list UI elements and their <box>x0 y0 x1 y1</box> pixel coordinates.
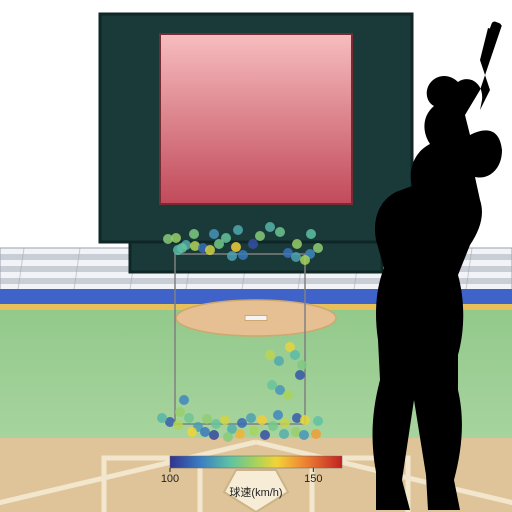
pitch-marker <box>290 350 300 360</box>
pitch-marker <box>300 255 310 265</box>
pitch-marker <box>279 429 289 439</box>
pitch-marker <box>283 390 293 400</box>
pitch-marker <box>257 415 267 425</box>
pitch-marker <box>299 430 309 440</box>
pitch-location-chart: 100 150 球速(km/h) <box>0 0 512 512</box>
pitch-marker <box>267 380 277 390</box>
pitch-marker <box>187 427 197 437</box>
pitch-marker <box>311 429 321 439</box>
colorbar-tick-label: 150 <box>304 473 322 485</box>
colorbar-tick-label: 100 <box>161 473 179 485</box>
pitch-marker <box>255 231 265 241</box>
pitch-marker <box>171 233 181 243</box>
pitch-marker <box>173 420 183 430</box>
pitch-marker <box>237 418 247 428</box>
pitch-marker <box>238 250 248 260</box>
pitch-marker <box>274 356 284 366</box>
pitch-marker <box>200 427 210 437</box>
pitch-marker <box>175 407 185 417</box>
pitch-marker <box>268 421 278 431</box>
pitch-marker <box>231 242 241 252</box>
pitch-marker <box>184 413 194 423</box>
pitch-marker <box>209 430 219 440</box>
colorbar-label: 球速(km/h) <box>229 485 282 499</box>
pitch-marker <box>265 222 275 232</box>
pitch-marker <box>313 243 323 253</box>
pitch-marker <box>209 229 219 239</box>
pitch-marker <box>179 395 189 405</box>
pitch-marker <box>235 429 245 439</box>
pitch-marker <box>313 416 323 426</box>
pitch-marker <box>291 252 301 262</box>
pitch-marker <box>173 245 183 255</box>
pitch-marker <box>265 350 275 360</box>
pitch-marker <box>221 233 231 243</box>
pitch-marker <box>227 251 237 261</box>
pitch-marker <box>260 430 270 440</box>
pitch-marker <box>189 229 199 239</box>
pitch-marker <box>300 415 310 425</box>
pitch-marker <box>292 239 302 249</box>
pitch-marker <box>295 370 305 380</box>
scoreboard-screen <box>160 34 352 204</box>
pitch-marker <box>306 229 316 239</box>
pitchers-mound <box>176 300 336 336</box>
pitch-marker <box>246 413 256 423</box>
pitch-marker <box>202 414 212 424</box>
pitch-marker <box>280 418 290 428</box>
pitch-marker <box>205 245 215 255</box>
pitch-marker <box>157 413 167 423</box>
pitch-marker <box>211 419 221 429</box>
pitch-marker <box>249 426 259 436</box>
pitch-marker <box>223 432 233 442</box>
pitch-marker <box>297 360 307 370</box>
pitch-marker <box>273 410 283 420</box>
pitch-marker <box>220 415 230 425</box>
pitch-marker <box>248 239 258 249</box>
pitch-marker <box>233 225 243 235</box>
pitch-marker <box>275 227 285 237</box>
